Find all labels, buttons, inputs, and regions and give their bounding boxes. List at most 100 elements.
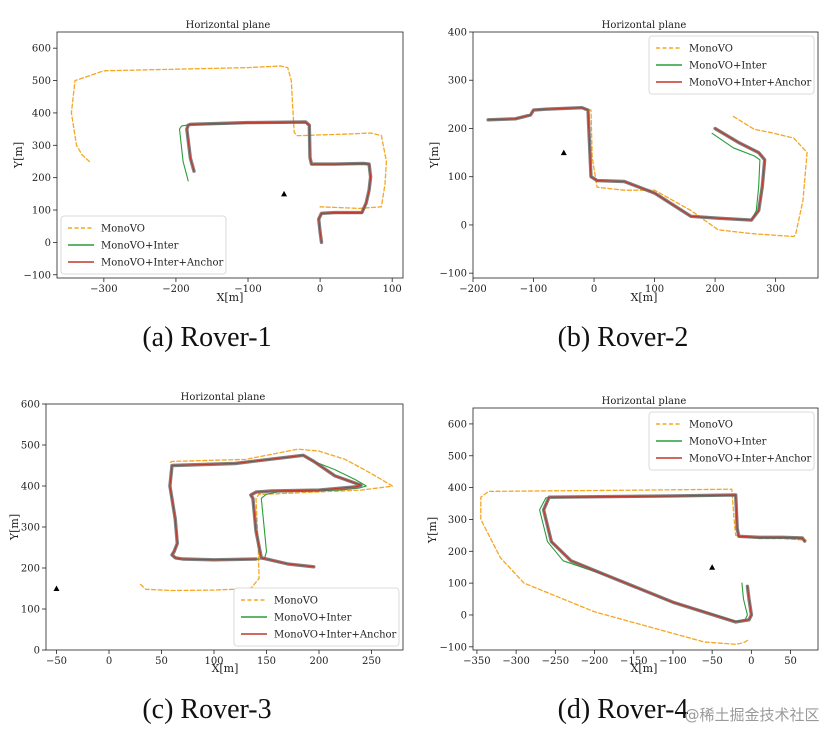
- ytick-label: 0: [461, 220, 467, 231]
- panel-d-caption: (d) Rover-4: [558, 694, 689, 725]
- panel-d-axes: −350 −300 −250 −200 −150 −100 −50 0 50 −100 0 100 20…: [440, 419, 797, 667]
- legend-label: MonoVO: [689, 44, 733, 55]
- legend-label: MonoVO+Inter: [101, 241, 179, 252]
- xtick-label: −150: [620, 656, 647, 667]
- series-line-monovo: [480, 488, 807, 645]
- ytick-label: 0: [461, 610, 467, 621]
- ytick-label: 200: [32, 173, 51, 184]
- ytick-label: 200: [448, 547, 467, 558]
- legend-label: MonoVO+Inter+Anchor: [101, 258, 224, 269]
- xtick-label: 250: [362, 656, 381, 667]
- ytick-label: 600: [448, 419, 467, 430]
- panel-d: Horizontal plane −350 −300 −250 −200 −150 −10…: [426, 396, 819, 725]
- ytick-label: 400: [32, 108, 51, 119]
- xtick-label: −300: [502, 656, 529, 667]
- xtick-label: 150: [257, 656, 276, 667]
- ytick-label: 100: [448, 172, 467, 183]
- series-overlap-line: [168, 453, 363, 569]
- xtick-label: 50: [784, 656, 797, 667]
- ytick-label: 600: [32, 44, 51, 55]
- xtick-label: −350: [463, 656, 490, 667]
- panel-b: Horizontal plane −200 −100 0 100 200 300 −100 0…: [428, 20, 819, 353]
- xtick-label: 100: [645, 284, 664, 295]
- origin-marker: [560, 149, 567, 156]
- panel-b-axes: −200 −100 0 100 200 300 −100 0 100 200 300 400: [440, 28, 786, 296]
- panel-a: Horizontal plane −300 −200 −100 0 100 −100 0 10…: [12, 20, 404, 353]
- xtick-label: 200: [706, 284, 725, 295]
- series-line-inter: [169, 454, 367, 561]
- ytick-label: 600: [21, 400, 40, 411]
- xtick-label: 50: [155, 656, 168, 667]
- legend-label: MonoVO+Inter+Anchor: [689, 454, 812, 465]
- panel-a-axes: −300 −200 −100 0 100 −100 0 100 200 300 400 500 600: [24, 44, 402, 295]
- series-line-monovo: [139, 448, 394, 592]
- ytick-label: 400: [448, 28, 467, 39]
- legend-label: MonoVO: [101, 224, 145, 235]
- ytick-label: 500: [448, 451, 467, 462]
- ytick-label: 300: [32, 141, 51, 152]
- xtick-label: −250: [542, 656, 569, 667]
- origin-marker: [53, 585, 60, 591]
- watermark-text: @稀土掘金技术社区: [684, 706, 819, 724]
- panel-b-title: Horizontal plane: [602, 20, 687, 31]
- legend-box: [60, 215, 227, 275]
- xtick-label: −100: [659, 656, 686, 667]
- xtick-label: −50: [46, 656, 67, 667]
- ytick-label: 300: [448, 76, 467, 87]
- panel-a-title: Horizontal plane: [186, 20, 271, 31]
- legend-label: MonoVO+Inter+Anchor: [274, 630, 397, 641]
- panel-a-xlabel: X[m]: [217, 291, 244, 304]
- ytick-label: 0: [45, 238, 51, 249]
- series-line-anchor: [487, 107, 766, 221]
- legend-box: [648, 411, 815, 471]
- xtick-label: 100: [204, 656, 223, 667]
- xtick-label: −100: [234, 284, 261, 295]
- ytick-label: 300: [21, 523, 40, 534]
- legend-label: MonoVO+Inter: [274, 613, 352, 624]
- legend-box: [648, 35, 815, 95]
- xtick-label: 0: [106, 656, 112, 667]
- xtick-label: −200: [459, 284, 486, 295]
- panel-b-plot-area: [472, 31, 819, 279]
- panel-c-xlabel: X[m]: [212, 662, 239, 675]
- ytick-label: −100: [440, 269, 467, 280]
- xtick-label: 0: [748, 656, 754, 667]
- xtick-label: 300: [766, 284, 785, 295]
- xtick-label: −50: [702, 656, 723, 667]
- xtick-label: 0: [591, 284, 597, 295]
- series-line-anchor: [186, 121, 372, 243]
- ytick-label: 500: [32, 76, 51, 87]
- panel-b-series: [486, 105, 808, 238]
- xtick-label: 0: [317, 284, 323, 295]
- panel-d-ylabel: Y[m]: [426, 517, 439, 544]
- panel-c: Horizontal plane −50 0 50 100 150 200 250 0 100 2…: [8, 392, 404, 725]
- ytick-label: 200: [21, 564, 40, 575]
- panel-c-series: [53, 448, 394, 592]
- xtick-label: 100: [383, 284, 402, 295]
- legend-label: MonoVO: [274, 596, 318, 607]
- series-line-inter: [487, 107, 761, 221]
- ytick-label: 500: [21, 441, 40, 452]
- series-line-anchor: [169, 454, 362, 568]
- panel-a-series: [70, 65, 388, 245]
- origin-marker: [709, 564, 716, 570]
- ytick-label: −100: [24, 270, 51, 281]
- panel-d-series: [480, 488, 807, 645]
- panel-a-plot-area: [56, 31, 404, 279]
- panel-a-legend: MonoVO MonoVO+Inter MonoVO+Inter+Anchor: [60, 215, 227, 275]
- xtick-label: −300: [90, 284, 117, 295]
- legend-box: [233, 587, 400, 647]
- xtick-label: −100: [520, 284, 547, 295]
- ytick-label: 100: [32, 206, 51, 217]
- panel-c-title: Horizontal plane: [181, 392, 266, 403]
- panel-b-caption: (b) Rover-2: [558, 322, 689, 353]
- ytick-label: 100: [448, 579, 467, 590]
- panel-c-legend: MonoVO MonoVO+Inter MonoVO+Inter+Anchor: [233, 587, 400, 647]
- origin-marker: [281, 190, 288, 197]
- series-line-monovo: [70, 65, 388, 210]
- panel-a-ylabel: Y[m]: [12, 142, 25, 169]
- panel-c-ylabel: Y[m]: [8, 514, 21, 541]
- panel-b-legend: MonoVO MonoVO+Inter MonoVO+Inter+Anchor: [648, 35, 815, 95]
- ytick-label: 200: [448, 124, 467, 135]
